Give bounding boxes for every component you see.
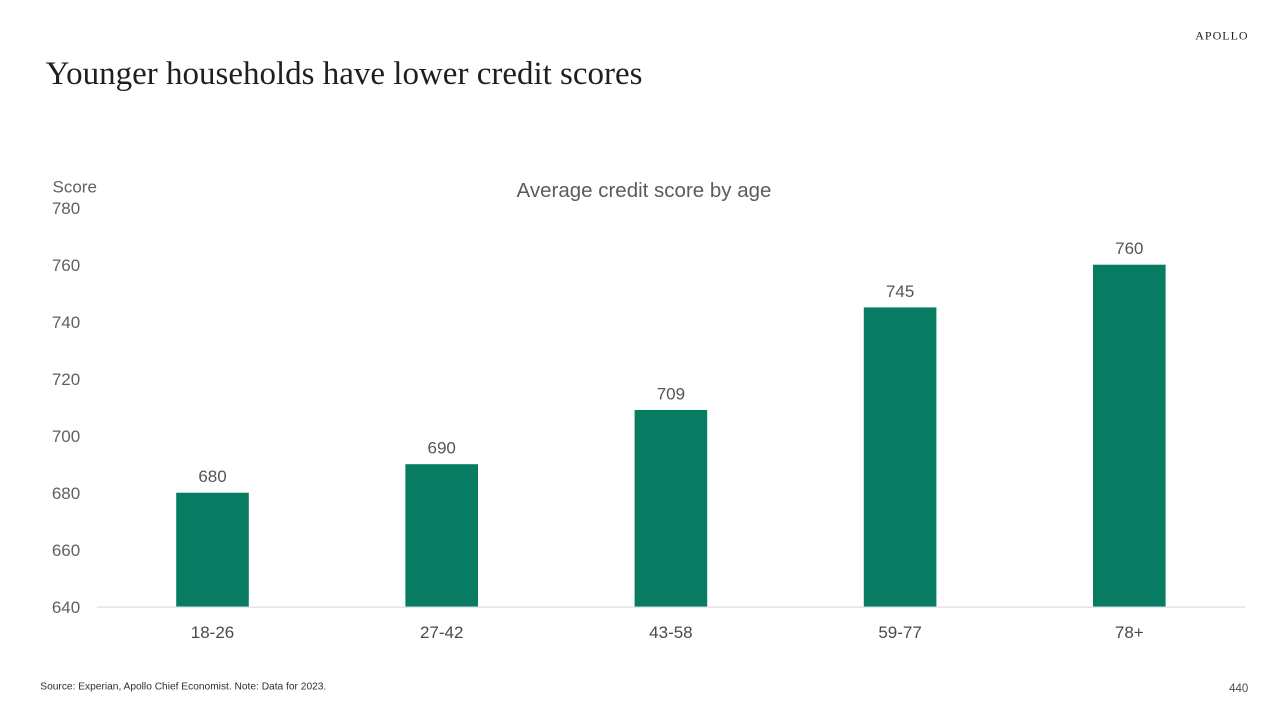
svg-text:700: 700 — [52, 427, 80, 446]
svg-text:440: 440 — [1229, 683, 1248, 695]
svg-text:Score: Score — [53, 178, 97, 197]
svg-text:Source: Experian, Apollo Chief: Source: Experian, Apollo Chief Economist… — [40, 681, 326, 692]
svg-text:43-58: 43-58 — [649, 623, 692, 642]
svg-text:760: 760 — [1115, 239, 1143, 258]
svg-text:Younger households have lower: Younger households have lower credit sco… — [46, 56, 643, 92]
svg-text:760: 760 — [52, 256, 80, 275]
svg-text:740: 740 — [52, 313, 80, 332]
svg-text:Average credit score by age: Average credit score by age — [517, 179, 772, 202]
svg-text:709: 709 — [657, 385, 685, 404]
svg-text:745: 745 — [886, 282, 914, 301]
svg-text:720: 720 — [52, 370, 80, 389]
svg-text:59-77: 59-77 — [878, 623, 921, 642]
svg-text:78+: 78+ — [1115, 623, 1144, 642]
svg-text:680: 680 — [198, 467, 226, 486]
svg-text:18-26: 18-26 — [191, 623, 234, 642]
svg-text:27-42: 27-42 — [420, 623, 463, 642]
svg-text:690: 690 — [428, 439, 456, 458]
svg-text:APOLLO: APOLLO — [1195, 29, 1248, 43]
svg-text:780: 780 — [52, 199, 80, 218]
svg-text:680: 680 — [52, 484, 80, 503]
svg-text:640: 640 — [52, 598, 80, 617]
svg-text:660: 660 — [52, 541, 80, 560]
